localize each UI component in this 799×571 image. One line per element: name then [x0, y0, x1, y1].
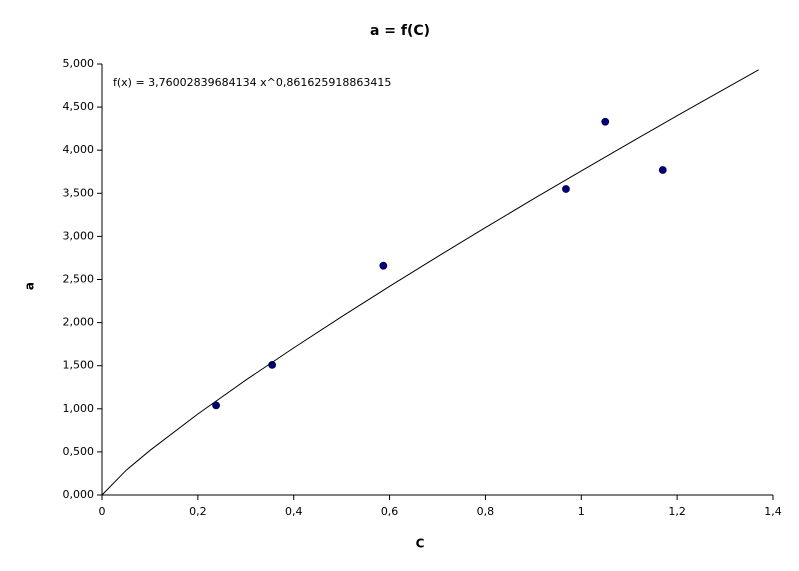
y-tick-label: 0,500 — [63, 445, 95, 458]
data-point — [562, 185, 570, 193]
y-tick-label: 2,000 — [63, 316, 95, 329]
y-tick-label: 4,000 — [63, 143, 95, 156]
x-axis-title: C — [416, 537, 425, 551]
y-tick-label: 4,500 — [63, 100, 95, 113]
chart-title: a = f(C) — [370, 23, 430, 39]
data-point — [212, 401, 220, 410]
x-tick-label: 0,8 — [477, 505, 495, 518]
y-tick-label: 2,500 — [63, 273, 95, 286]
annotation: f(x) = 3,76002839684134 x^0,861625918863… — [113, 76, 391, 89]
y-tick-label: 3,000 — [63, 229, 95, 242]
x-tick-label: 0,2 — [189, 505, 207, 518]
x-tick-label: 1,2 — [668, 505, 686, 518]
y-tick-label: 0,000 — [63, 488, 95, 501]
y-tick-label: 5,000 — [63, 57, 95, 70]
y-tick-label: 1,000 — [63, 402, 95, 415]
trend-line — [101, 69, 759, 496]
data-point — [658, 166, 667, 174]
x-tick-label: 1 — [578, 505, 585, 518]
data-point — [379, 261, 388, 270]
x-tick-label: 0 — [99, 505, 106, 518]
x-tick-label: 0,4 — [285, 505, 303, 518]
data-point — [601, 117, 610, 126]
x-tick-label: 1,4 — [764, 505, 782, 518]
y-tick-label: 3,500 — [63, 186, 95, 199]
y-axis-title: a — [23, 282, 37, 290]
y-tick-label: 1,500 — [63, 359, 95, 372]
x-tick-label: 0,6 — [381, 505, 399, 518]
